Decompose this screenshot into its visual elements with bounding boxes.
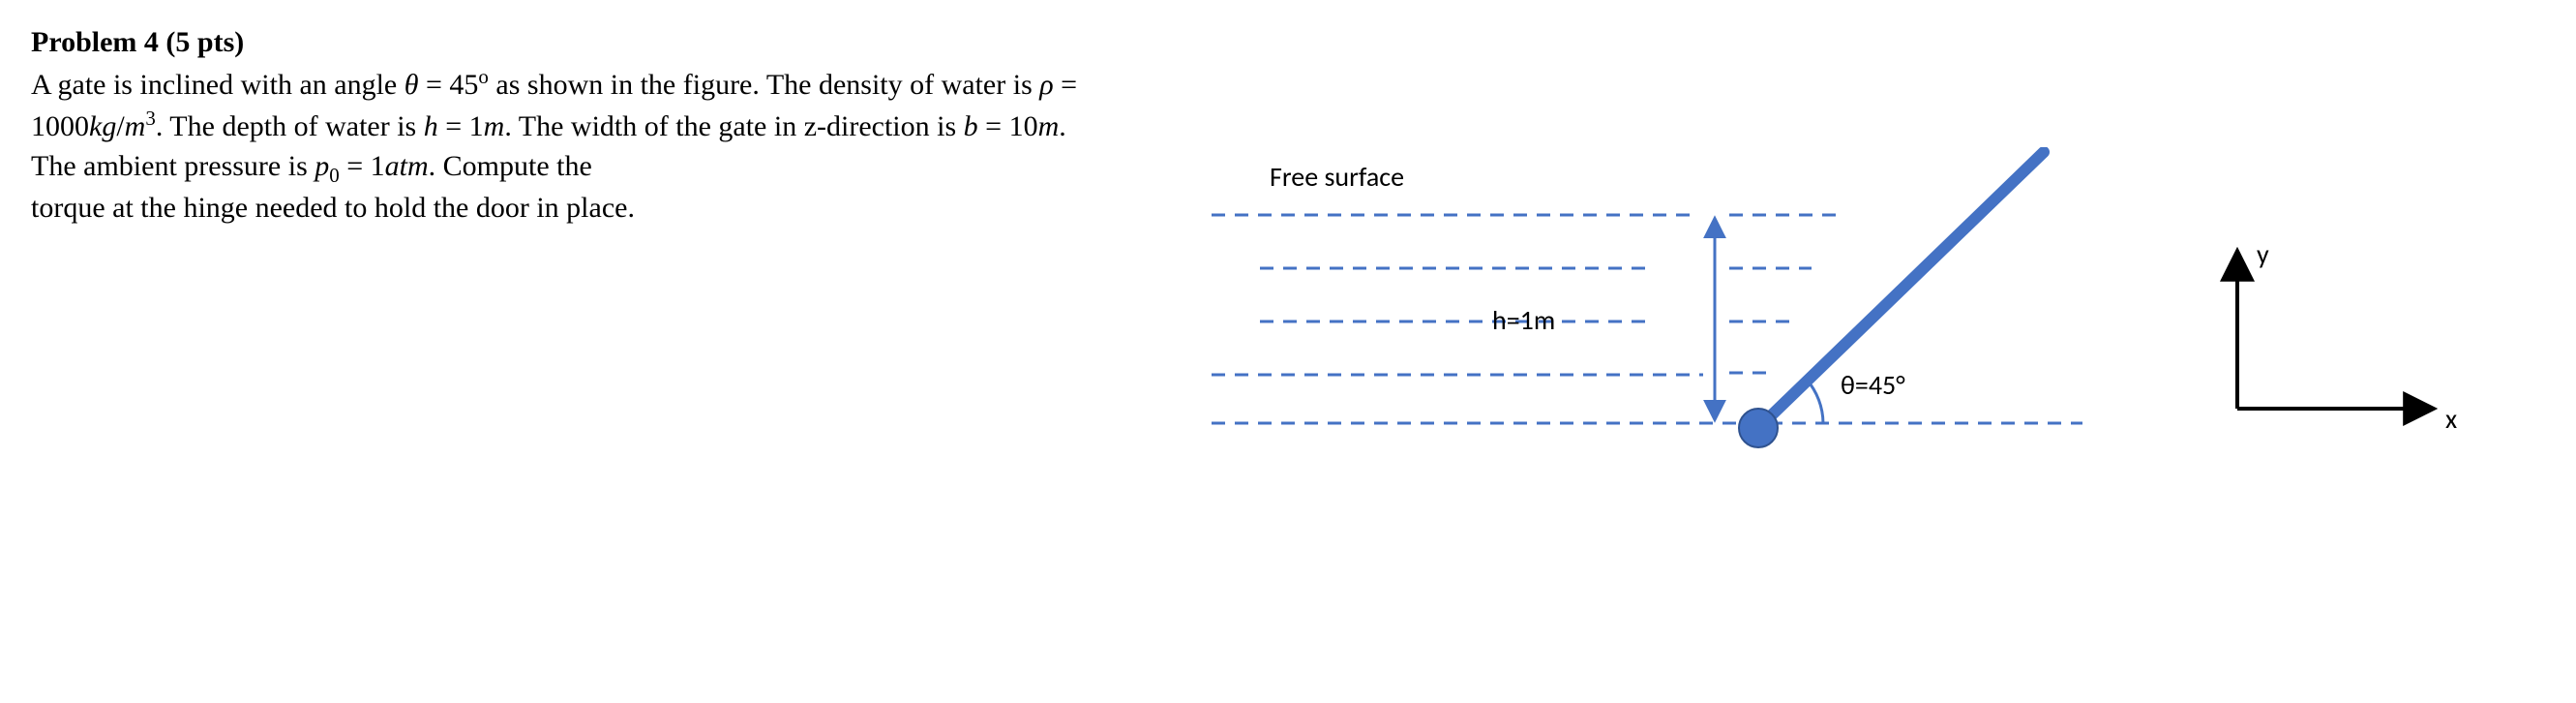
degree-symbol: o [478,65,489,88]
angle-value: 45 [449,69,478,101]
unit-kg: kg [89,110,116,142]
axes [2237,254,2431,409]
theta-symbol: θ [404,69,419,101]
problem-line-3: The ambient pressure is p0 = 1atm. Compu… [31,147,1134,189]
text-left-column: The ambient pressure is p0 = 1atm. Compu… [31,147,1134,229]
eq-1: = [419,69,450,101]
problem-container: Problem 4 (5 pts) A gate is inclined wit… [31,23,2545,457]
title-text: Problem 4 (5 pts) [31,26,244,58]
figure-column: Free surface h=1m θ=45° y x [1134,147,2545,457]
angle-label: θ=45° [1841,368,1905,402]
free-surface-label: Free surface [1270,160,1404,194]
problem-line-4: torque at the hinge needed to hold the d… [31,189,1134,229]
h-value: 1 [469,110,484,142]
period-1: . [1059,110,1066,142]
eq-4: = [978,110,1009,142]
rho-symbol: ρ [1039,69,1053,101]
problem-row: The ambient pressure is p0 = 1atm. Compu… [31,147,2545,457]
line1-b: as shown in the figure. The density of w… [489,69,1039,101]
unit-m-2: m [484,110,505,142]
problem-line-2: 1000kg/m3. The depth of water is h = 1m.… [31,105,2545,147]
hinge-icon [1739,409,1778,447]
problem-title: Problem 4 (5 pts) [31,23,2545,63]
line4: torque at the hinge needed to hold the d… [31,192,635,224]
figure-svg: Free surface h=1m θ=45° y x [1173,147,2508,457]
eq-2: = [1054,69,1077,101]
unit-m-3: m [1038,110,1060,142]
depth-label: h=1m [1492,303,1555,337]
depth-ticks [1729,215,1836,373]
b-symbol: b [964,110,978,142]
x-axis-label: x [2445,402,2457,436]
problem-line-1: A gate is inclined with an angle θ = 45o… [31,63,2545,106]
line3-b: . Compute the [429,150,592,182]
b-value: 10 [1009,110,1038,142]
eq-5: = [340,150,371,182]
rho-value: 1000 [31,110,89,142]
h-symbol: h [424,110,438,142]
line2-c: . The width of the gate in z-direction i… [504,110,963,142]
unit-m-1: m [125,110,146,142]
line1-a: A gate is inclined with an angle [31,69,404,101]
unit-cube: 3 [145,107,156,130]
eq-3: = [438,110,469,142]
p-value: 1 [371,150,385,182]
y-axis-label: y [2257,237,2269,271]
line3-a: The ambient pressure is [31,150,315,182]
unit-atm: atm [385,150,429,182]
p-sub: 0 [329,164,340,187]
unit-slash: / [116,110,124,142]
p-symbol: p [315,150,329,182]
line2-b: . The depth of water is [156,110,424,142]
